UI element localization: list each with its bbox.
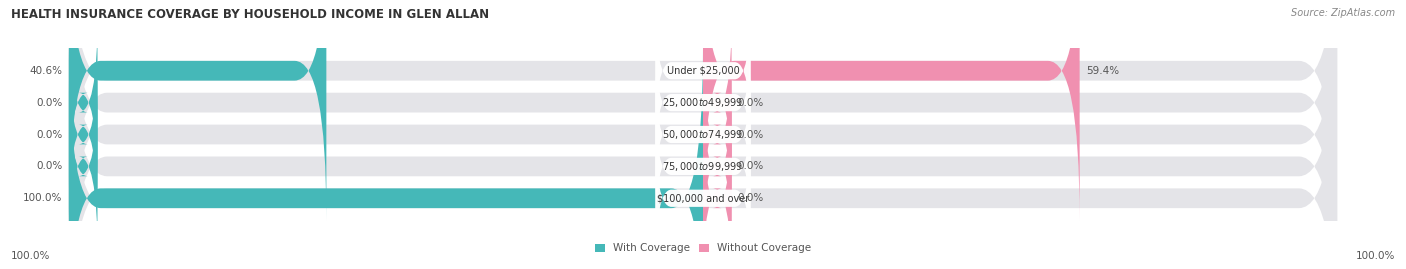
Text: 59.4%: 59.4% — [1085, 66, 1119, 76]
FancyBboxPatch shape — [703, 49, 731, 220]
FancyBboxPatch shape — [69, 0, 1337, 252]
FancyBboxPatch shape — [703, 81, 731, 252]
Text: 0.0%: 0.0% — [37, 98, 63, 108]
FancyBboxPatch shape — [69, 17, 1337, 269]
FancyBboxPatch shape — [69, 0, 1337, 269]
Text: 40.6%: 40.6% — [30, 66, 63, 76]
Text: $50,000 to $74,999: $50,000 to $74,999 — [662, 128, 744, 141]
FancyBboxPatch shape — [69, 81, 97, 252]
FancyBboxPatch shape — [655, 95, 751, 238]
Text: Source: ZipAtlas.com: Source: ZipAtlas.com — [1291, 8, 1395, 18]
FancyBboxPatch shape — [69, 0, 1337, 269]
Text: $25,000 to $49,999: $25,000 to $49,999 — [662, 96, 744, 109]
Legend: With Coverage, Without Coverage: With Coverage, Without Coverage — [595, 243, 811, 253]
Text: 0.0%: 0.0% — [37, 129, 63, 140]
Text: 0.0%: 0.0% — [738, 161, 763, 171]
Text: 100.0%: 100.0% — [1355, 251, 1395, 261]
FancyBboxPatch shape — [655, 0, 751, 142]
Text: 0.0%: 0.0% — [37, 161, 63, 171]
FancyBboxPatch shape — [69, 49, 703, 269]
FancyBboxPatch shape — [69, 17, 97, 188]
Text: 100.0%: 100.0% — [11, 251, 51, 261]
Text: 0.0%: 0.0% — [738, 193, 763, 203]
FancyBboxPatch shape — [703, 0, 1080, 220]
FancyBboxPatch shape — [655, 63, 751, 206]
Text: Under $25,000: Under $25,000 — [666, 66, 740, 76]
FancyBboxPatch shape — [655, 31, 751, 174]
FancyBboxPatch shape — [69, 0, 1337, 269]
FancyBboxPatch shape — [69, 49, 97, 220]
Text: $100,000 and over: $100,000 and over — [657, 193, 749, 203]
FancyBboxPatch shape — [69, 0, 326, 220]
Text: 0.0%: 0.0% — [738, 98, 763, 108]
Text: 100.0%: 100.0% — [24, 193, 63, 203]
FancyBboxPatch shape — [703, 112, 731, 269]
Text: 0.0%: 0.0% — [738, 129, 763, 140]
Text: $75,000 to $99,999: $75,000 to $99,999 — [662, 160, 744, 173]
FancyBboxPatch shape — [703, 17, 731, 188]
Text: HEALTH INSURANCE COVERAGE BY HOUSEHOLD INCOME IN GLEN ALLAN: HEALTH INSURANCE COVERAGE BY HOUSEHOLD I… — [11, 8, 489, 21]
FancyBboxPatch shape — [655, 127, 751, 269]
